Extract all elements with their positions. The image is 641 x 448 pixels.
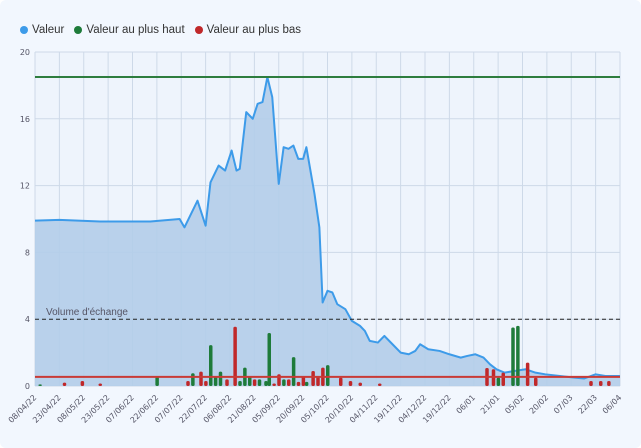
low-volume-bar xyxy=(501,372,505,386)
legend: Valeur Valeur au plus haut Valeur au plu… xyxy=(20,24,301,36)
y-tick-label: 12 xyxy=(20,182,30,191)
low-volume-bar xyxy=(62,382,67,386)
y-tick-label: 0 xyxy=(25,382,30,391)
low-volume-bar xyxy=(98,383,102,386)
high-volume-bar xyxy=(238,380,242,386)
high-volume-bar xyxy=(511,327,515,386)
legend-item-high[interactable]: Valeur au plus haut xyxy=(74,24,185,36)
high-volume-bar xyxy=(282,379,286,386)
high-volume-bar xyxy=(496,377,501,386)
low-volume-bar xyxy=(358,382,362,386)
high-volume-bar xyxy=(304,381,309,386)
high-volume-bar xyxy=(209,345,213,386)
low-volume-bar xyxy=(378,383,382,386)
legend-dot-icon xyxy=(20,26,28,34)
legend-item-valeur[interactable]: Valeur xyxy=(20,24,64,36)
high-volume-bar xyxy=(291,357,296,386)
low-volume-bar xyxy=(272,383,276,386)
low-volume-bar xyxy=(225,379,229,386)
x-tick-label: 20/02 xyxy=(528,393,551,416)
low-volume-bar xyxy=(296,381,301,386)
high-volume-bar xyxy=(516,325,520,386)
value-line xyxy=(34,76,620,380)
legend-item-low[interactable]: Valeur au plus bas xyxy=(194,24,302,36)
low-volume-bar xyxy=(233,326,237,386)
x-tick-label: 07/03 xyxy=(552,393,575,416)
low-volume-bar xyxy=(534,377,538,386)
low-volume-bar xyxy=(80,380,85,386)
high-volume-bar xyxy=(155,376,159,386)
low-volume-bar xyxy=(301,375,306,386)
y-tick-label: 20 xyxy=(20,48,30,57)
low-volume-bar xyxy=(287,379,291,386)
legend-label: Valeur xyxy=(32,24,65,36)
high-volume-bar xyxy=(264,380,268,386)
x-tick-label: 05/02 xyxy=(503,393,526,416)
legend-dot-icon xyxy=(194,26,203,34)
low-volume-bar xyxy=(311,370,315,386)
low-volume-bar xyxy=(607,380,611,386)
volume-line-label: Volume d'échange xyxy=(46,307,128,318)
low-volume-bar xyxy=(599,380,603,386)
high-volume-bar xyxy=(191,373,195,386)
high-volume-bar xyxy=(257,379,262,386)
y-tick-label: 8 xyxy=(25,248,30,257)
y-tick-label: 16 xyxy=(20,115,30,124)
legend-dot-icon xyxy=(74,26,83,34)
x-tick-label: 06/01 xyxy=(454,393,477,416)
y-tick-label: 4 xyxy=(25,315,30,324)
high-volume-bar xyxy=(213,375,218,386)
low-volume-bar xyxy=(589,380,593,386)
x-tick-label: 06/04 xyxy=(601,393,624,416)
high-volume-bar xyxy=(326,365,330,386)
low-volume-bar xyxy=(525,362,530,386)
legend-label: Valeur au plus haut xyxy=(86,24,185,36)
high-volume-bar xyxy=(38,384,42,386)
low-volume-bar xyxy=(204,380,208,386)
low-volume-bar xyxy=(186,380,190,386)
value-area xyxy=(35,77,620,387)
high-volume-bar xyxy=(218,371,223,386)
low-volume-bar xyxy=(316,375,320,386)
x-tick-label: 21/01 xyxy=(479,393,502,416)
low-volume-bar xyxy=(339,377,343,386)
legend-label: Valeur au plus bas xyxy=(206,24,302,36)
high-volume-bar xyxy=(248,375,252,386)
x-tick-label: 22/03 xyxy=(576,393,599,416)
high-volume-bar xyxy=(267,333,271,386)
low-volume-bar xyxy=(348,380,353,386)
low-volume-bar xyxy=(199,371,203,386)
low-volume-bar xyxy=(252,379,257,386)
